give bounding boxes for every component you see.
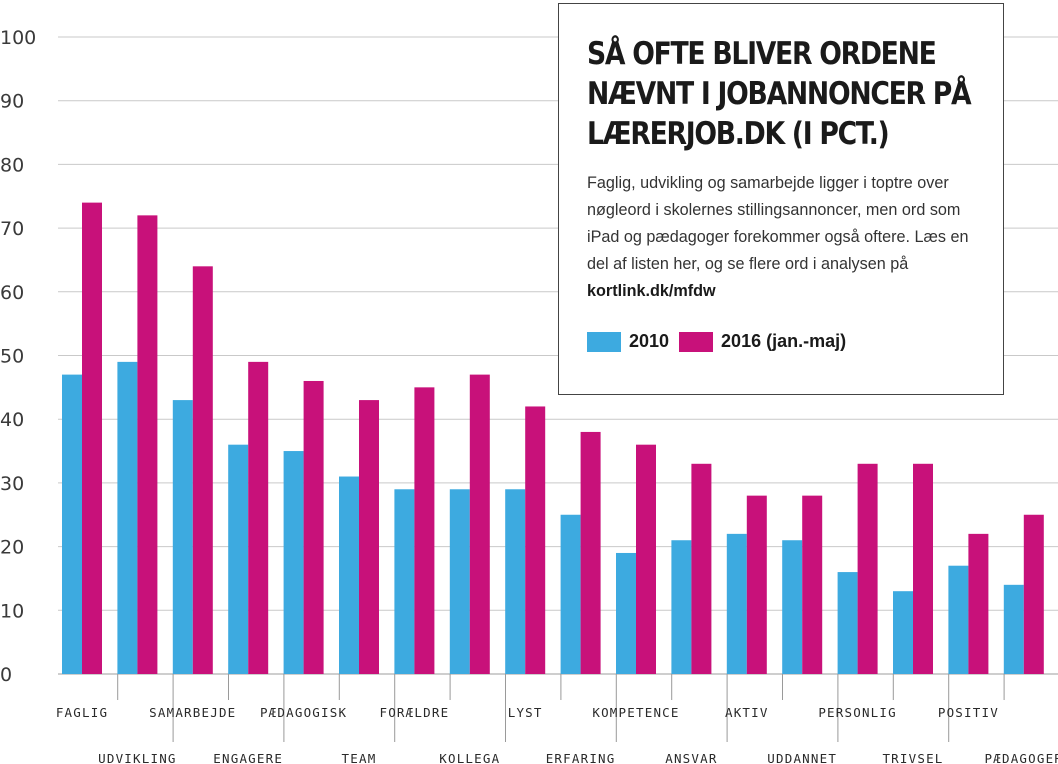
bar-aktiv-2010 (726, 533, 747, 674)
y-tick-label: 90 (0, 91, 24, 113)
bar-team-2016 (359, 400, 379, 674)
y-tick-label: 0 (0, 664, 12, 686)
legend-swatch-2010 (587, 331, 621, 352)
chart-title: SÅ OFTE BLIVER ORDENE NÆVNT I JOBANNONCE… (587, 36, 972, 152)
x-tick-label-erfaring: ERFARING (546, 751, 616, 764)
legend-swatch-2016 (679, 331, 714, 352)
legend-label-2016: 2016 (jan.-maj) (721, 331, 847, 351)
bar-trivsel-2016 (913, 463, 933, 674)
chart-info-box: SÅ OFTE BLIVER ORDENE NÆVNT I JOBANNONCE… (558, 3, 1004, 395)
x-tick-label-faglig: FAGLIG (56, 705, 108, 720)
x-tick-label-foraeldre: FORÆLDRE (379, 705, 449, 720)
y-axis-ticks: 0 10 20 30 40 50 60 70 80 90 100 (0, 27, 36, 686)
x-tick-label-trivsel: TRIVSEL (882, 751, 943, 764)
bar-personlig-2016 (857, 463, 878, 674)
legend: 2010 2016 (jan.-maj) (587, 331, 975, 352)
y-tick-label: 70 (0, 218, 24, 240)
x-axis-ticks: FAGLIG UDVIKLING SAMARBEJDE ENGAGERE PÆDAGOG… (56, 674, 1058, 764)
bar-lyst-2016 (525, 406, 546, 674)
x-tick-label-team: TEAM (342, 751, 377, 764)
x-tick-label-personlig: PERSONLIG (818, 705, 897, 720)
bar-faglig-2010 (62, 374, 82, 674)
x-tick-label-udvikling: UDVIKLING (98, 751, 177, 764)
chart-description: Faglig, udvikling og samarbejde ligger i… (587, 170, 975, 305)
x-tick-label-positiv: POSITIV (938, 705, 999, 720)
bar-uddannet-2010 (782, 540, 803, 674)
bar-samarbejde-2010 (172, 400, 193, 674)
bar-positiv-2016 (968, 533, 989, 674)
x-tick-label-uddannet: UDDANNET (767, 751, 837, 764)
y-tick-label: 60 (0, 282, 24, 304)
bar-kollega-2016 (469, 374, 490, 674)
x-tick-label-aktiv: AKTIV (725, 705, 769, 720)
y-tick-label: 20 (0, 537, 24, 559)
bar-personlig-2010 (837, 572, 858, 674)
y-tick-label: 80 (0, 154, 24, 176)
bar-kompetence-2016 (636, 444, 656, 674)
bar-paedagogisk-2016 (303, 380, 324, 674)
bar-paedagoger-2016 (1023, 514, 1044, 674)
bar-paedagogisk-2010 (283, 451, 304, 674)
bar-udvikling-2016 (137, 215, 158, 675)
bar-engagere-2016 (248, 361, 269, 674)
bars (62, 202, 1044, 675)
bar-lyst-2010 (505, 489, 526, 674)
bar-aktiv-2016 (746, 495, 767, 674)
bar-team-2010 (339, 476, 359, 674)
bar-foraeldre-2010 (394, 489, 415, 674)
bar-kompetence-2010 (616, 552, 636, 674)
y-tick-label: 40 (0, 409, 24, 431)
bar-samarbejde-2016 (192, 266, 213, 674)
legend-label-2010: 2010 (629, 331, 670, 351)
x-tick-label-paedagoger: PÆDAGOGER (985, 751, 1058, 764)
description-text: Faglig, udvikling og samarbejde ligger i… (587, 174, 969, 273)
bar-ansvar-2010 (671, 540, 692, 674)
x-tick-label-kollega: KOLLEGA (439, 751, 500, 764)
bar-paedagoger-2010 (1003, 584, 1024, 674)
bar-erfaring-2016 (580, 431, 601, 674)
bar-engagere-2010 (228, 444, 249, 674)
bar-ansvar-2016 (691, 463, 712, 674)
y-tick-label: 100 (0, 27, 36, 49)
bar-erfaring-2010 (560, 514, 581, 674)
x-tick-label-lyst: LYST (508, 705, 543, 720)
x-tick-label-engagere: ENGAGERE (213, 751, 283, 764)
x-tick-label-ansvar: ANSVAR (665, 751, 717, 764)
x-tick-label-paedagogisk: PÆDAGOGISK (260, 705, 347, 720)
x-tick-label-samarbejde: SAMARBEJDE (149, 705, 236, 720)
bar-uddannet-2016 (802, 495, 823, 674)
x-tick-label-kompetence: KOMPETENCE (592, 705, 679, 720)
y-tick-label: 50 (0, 346, 24, 368)
bar-foraeldre-2016 (414, 387, 435, 674)
description-link-text: kortlink.dk/mfdw (587, 282, 716, 300)
bar-udvikling-2010 (117, 361, 138, 674)
y-tick-label: 10 (0, 600, 24, 622)
y-tick-label: 30 (0, 473, 24, 495)
bar-trivsel-2010 (893, 591, 913, 674)
bar-positiv-2010 (948, 565, 969, 674)
bar-kollega-2010 (449, 489, 470, 674)
bar-faglig-2016 (82, 202, 102, 674)
